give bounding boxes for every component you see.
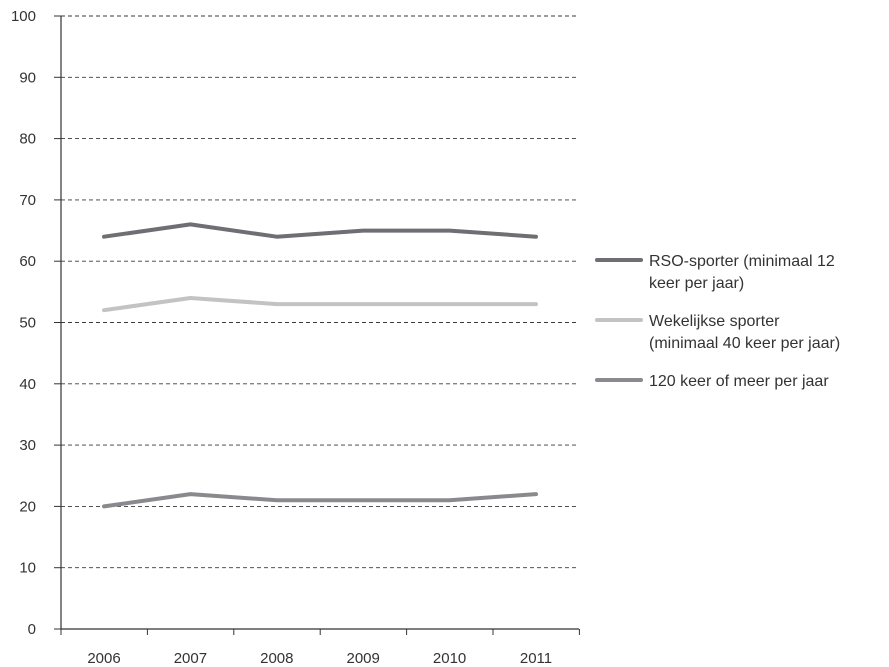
legend-label: Wekelijkse sporter (649, 313, 780, 330)
series-line-1 (102, 222, 538, 239)
y-tick-label: 70 (19, 192, 36, 209)
y-tick-label: 90 (19, 69, 36, 86)
y-tick-label: 0 (28, 621, 36, 638)
legend-label: 120 keer of meer per jaar (649, 373, 829, 390)
y-tick-label: 30 (19, 437, 36, 454)
legend-label: RSO-sporter (minimaal 12 (649, 253, 835, 270)
series-lines (102, 222, 538, 509)
y-tick-label: 100 (11, 8, 36, 25)
x-tick-label: 2009 (347, 650, 380, 667)
series-line-2 (102, 296, 538, 313)
y-tick-label: 50 (19, 315, 36, 332)
y-tick-label: 60 (19, 253, 36, 270)
legend-label: keer per jaar) (649, 275, 744, 292)
x-tick-label: 2011 (520, 650, 552, 667)
legend-label: (minimaal 40 keer per jaar) (649, 335, 840, 352)
x-tick-label: 2007 (174, 650, 207, 667)
gridlines (61, 15, 579, 569)
x-tick-label: 2010 (433, 650, 466, 667)
y-tick-label: 10 (19, 560, 36, 577)
y-tick-label: 80 (19, 131, 36, 148)
y-tick-label: 20 (19, 498, 36, 515)
y-tick-label: 40 (19, 376, 36, 393)
axes (54, 15, 580, 635)
legend: RSO-sporter (minimaal 12 keer per jaar) We… (595, 253, 840, 390)
x-tick-labels: 2006 2007 2008 2009 2010 2011 (87, 650, 552, 667)
y-tick-labels: 0 10 20 30 40 50 60 70 80 90 100 (11, 8, 36, 638)
series-line-3 (102, 492, 538, 509)
x-tick-label: 2006 (87, 650, 120, 667)
x-tick-label: 2008 (260, 650, 293, 667)
